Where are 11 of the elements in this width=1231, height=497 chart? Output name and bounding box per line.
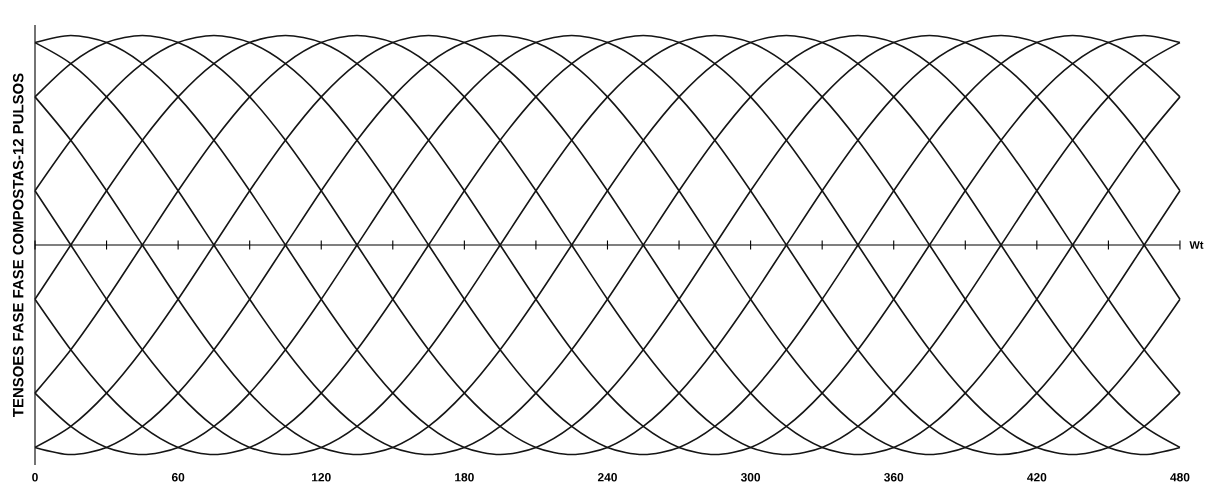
x-tick-label: 420 <box>1027 473 1047 482</box>
y-axis-title: TENSOES FASE FASE COMPOSTAS-12 PULSOS <box>12 73 24 417</box>
x-tick-label: 360 <box>884 473 904 482</box>
x-tick-label: 240 <box>597 473 617 482</box>
x-tick-label: 120 <box>312 473 331 482</box>
x-tick-label: 300 <box>740 473 761 482</box>
x-tick-label: 60 <box>171 473 185 482</box>
x-tick-label: 0 <box>32 473 38 482</box>
x-tick-label: 180 <box>455 473 474 482</box>
x-axis-title: Wt <box>1189 241 1204 249</box>
x-tick-label: 480 <box>1170 473 1190 482</box>
